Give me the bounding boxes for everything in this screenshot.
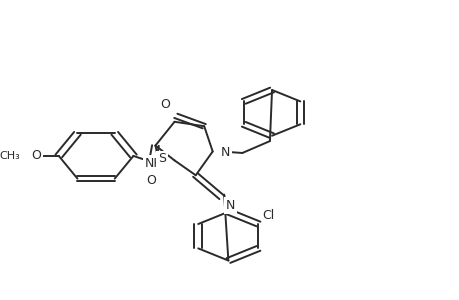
Text: NH: NH [144,157,163,170]
Text: CH₃: CH₃ [0,151,20,161]
Text: O: O [146,174,156,187]
Text: N: N [225,199,234,212]
Text: O: O [160,98,170,111]
Text: Cl: Cl [261,208,274,222]
Text: S: S [158,152,166,165]
Text: O: O [31,149,41,162]
Text: N: N [220,146,229,160]
